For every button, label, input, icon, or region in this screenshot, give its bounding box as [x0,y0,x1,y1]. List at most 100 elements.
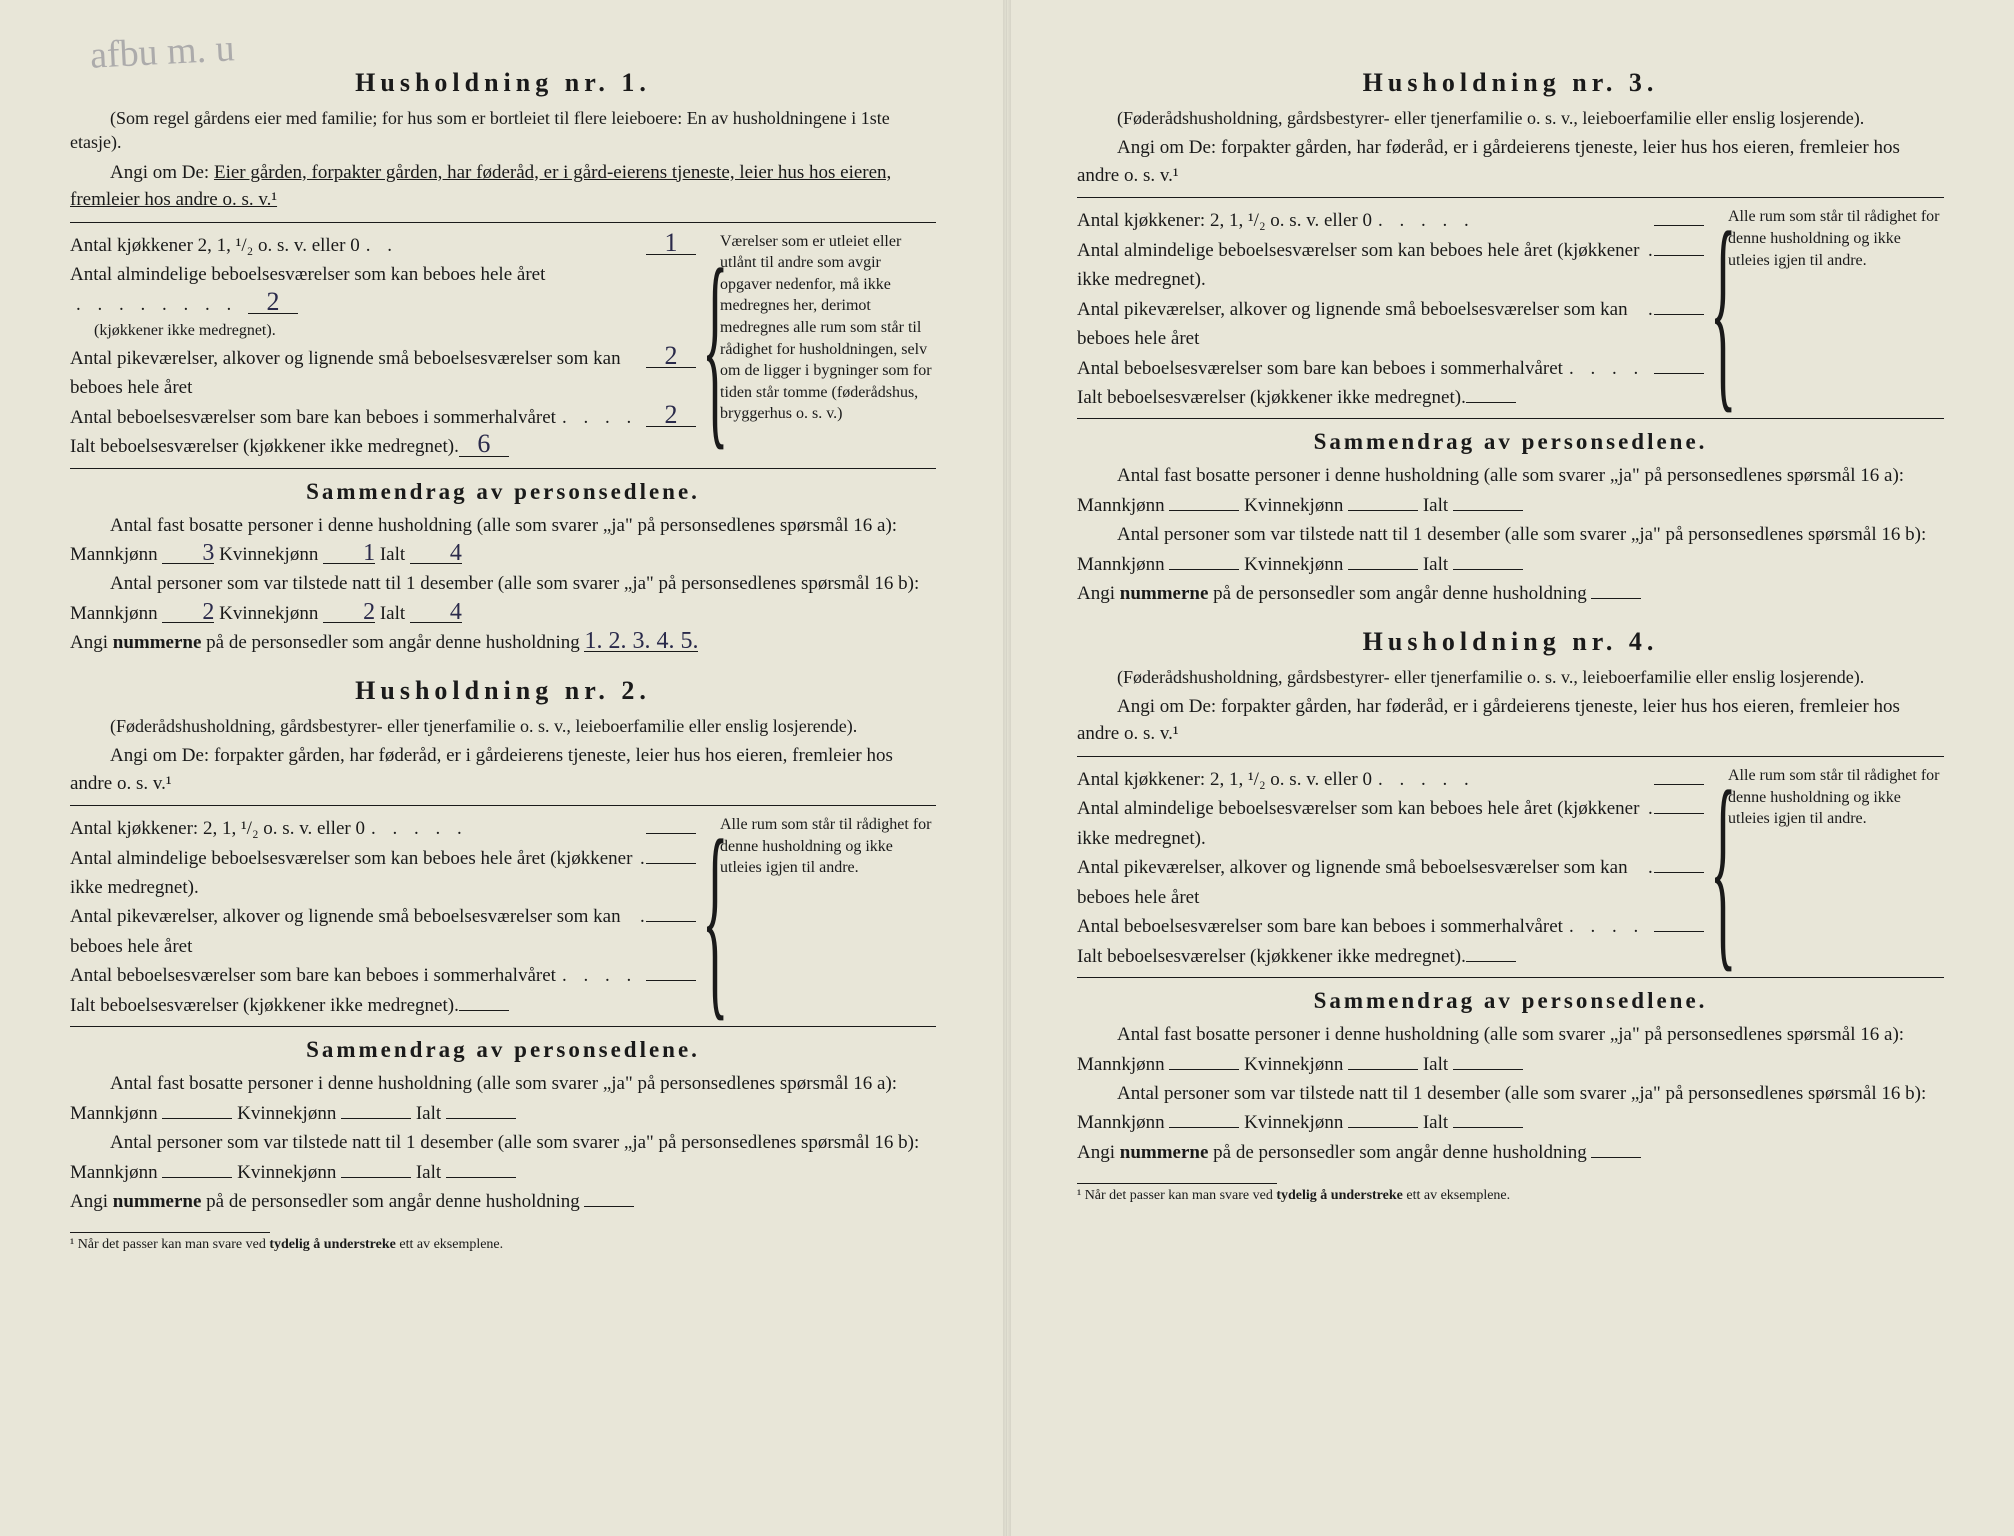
dots-leader: . . [360,231,646,260]
kitchens-line: Antal kjøkkener 2, 1, ¹/₂ o. s. v. eller… [70,231,696,260]
ialt-a-value [1453,510,1523,511]
numbers-value [1591,598,1641,599]
summary-3-numbers: Angi nummerne på de personsedler som ang… [1077,579,1944,608]
kvinne-b-value [1348,1127,1418,1128]
summary-text-b: Antal personer som var tilstede natt til… [1077,524,1926,574]
side-note-text: Alle rum som står til rådighet for denne… [1728,767,1940,827]
kitchens-line: Antal kjøkkener: 2, 1, ¹/₂ o. s. v. elle… [70,814,696,843]
total-rooms-line: Ialt beboelsesværelser (kjøkkener ikke m… [70,432,696,461]
total-rooms-line: Ialt beboelsesværelser (kjøkkener ikke m… [1077,942,1704,971]
maid-rooms-line: Antal pikeværelser, alkover og lignende … [70,902,696,961]
household-4-title: Husholdning nr. 4. [1077,627,1944,657]
kitchens-label: Antal kjøkkener: 2, 1, ¹/₂ o. s. v. elle… [1077,765,1372,794]
kvinne-label: Kvinnekjønn [1244,554,1343,575]
summary-text-a: Antal fast bosatte personer i denne hush… [1077,1024,1904,1074]
dots-leader: . . . . . . . [556,403,646,432]
footnote-rule [70,1232,270,1233]
ordinary-rooms-line: Antal almindelige beboelsesværelser som … [1077,236,1704,295]
kitchens-line: Antal kjøkkener: 2, 1, ¹/₂ o. s. v. elle… [1077,765,1704,794]
rooms-left-column: Antal kjøkkener: 2, 1, ¹/₂ o. s. v. elle… [70,814,696,1020]
dots-leader: . . . . . . . . . . . . . . . . [1563,354,1654,383]
total-rooms-line: Ialt beboelsesværelser (kjøkkener ikke m… [70,991,696,1020]
ialt-b-value: 4 [410,603,462,623]
mann-a-value [1169,510,1239,511]
numbers-value [1591,1157,1641,1158]
footnote-right: ¹ Når det passer kan man svare ved tydel… [1077,1179,1944,1204]
summary-4-line-b: Antal personer som var tilstede natt til… [1077,1079,1944,1138]
kvinne-b-value [341,1177,411,1178]
kitchens-value [1654,225,1704,226]
kvinne-label: Kvinnekjønn [1244,1112,1343,1133]
prompt-lead: Angi om De: [110,162,209,183]
dots-leader: . . . . . . . . . . . . . . . . [556,961,646,990]
summary-1-line-b: Antal personer som var tilstede natt til… [70,569,936,628]
ialt-label: Ialt [416,1103,441,1124]
household-3-note: (Føderådshusholdning, gårdsbestyrer- ell… [1077,106,1944,130]
dots-leader: . . . . . [365,814,646,843]
kvinne-a-value [341,1118,411,1119]
summer-value: 2 [646,403,696,427]
ordinary-subnote: (kjøkkener ikke medregnet). [70,319,696,344]
household-1-prompt: Angi om De: Eier gården, forpakter gårde… [70,159,936,214]
ialt-label: Ialt [1423,554,1448,575]
summary-1-line-a: Antal fast bosatte personer i denne hush… [70,511,936,570]
kvinne-b-value [1348,569,1418,570]
divider [1077,756,1944,757]
maid-label: Antal pikeværelser, alkover og lignende … [1077,853,1642,912]
ordinary-value [1654,255,1704,256]
prompt-lead: Angi om De: [1117,137,1216,158]
household-1-title: Husholdning nr. 1. [70,68,936,98]
summer-label: Antal beboelsesværelser som bare kan beb… [70,961,556,990]
brace-icon: { [702,814,728,1020]
divider [1077,418,1944,419]
total-rooms-line: Ialt beboelsesværelser (kjøkkener ikke m… [1077,383,1704,412]
ordinary-rooms-line: Antal almindelige beboelsesværelser som … [70,260,696,344]
mann-b-value [1169,1127,1239,1128]
ordinary-value [1654,813,1704,814]
numbers-label: Angi nummerne på de personsedler som ang… [70,632,580,653]
footnote-rule [1077,1183,1277,1184]
summary-2-line-b: Antal personer som var tilstede natt til… [70,1128,936,1187]
ialt-label: Ialt [380,544,405,565]
summer-rooms-line: Antal beboelsesværelser som bare kan beb… [70,961,696,990]
maid-label: Antal pikeværelser, alkover og lignende … [1077,295,1642,354]
ordinary-label: Antal almindelige beboelsesværelser som … [1077,236,1642,295]
brace-icon: { [702,231,728,462]
divider [1077,197,1944,198]
handwritten-margin-note: afbu m. u [89,26,236,78]
kvinne-b-value: 2 [323,603,375,623]
ialt-b-value [1453,1127,1523,1128]
numbers-label: Angi nummerne på de personsedler som ang… [1077,1142,1587,1163]
summary-3-heading: Sammendrag av personsedlene. [1077,429,1944,455]
kvinne-a-value: 1 [323,544,375,564]
household-2-rooms: Antal kjøkkener: 2, 1, ¹/₂ o. s. v. elle… [70,814,936,1020]
household-3-rooms: Antal kjøkkener: 2, 1, ¹/₂ o. s. v. elle… [1077,206,1944,412]
ialt-label: Ialt [416,1162,441,1183]
mann-b-value [162,1177,232,1178]
ordinary-label: Antal almindelige beboelsesværelser som … [70,264,545,285]
kvinne-label: Kvinnekjønn [1244,1054,1343,1075]
rooms-side-note: { Alle rum som står til rådighet for den… [1714,765,1944,971]
numbers-value [584,1206,634,1207]
total-value [1466,961,1516,962]
kitchens-label: Antal kjøkkener 2, 1, ¹/₂ o. s. v. eller… [70,231,360,260]
dots-leader: . . . . . . . [634,844,646,873]
total-value: 6 [459,432,509,456]
ordinary-rooms-line: Antal almindelige beboelsesværelser som … [70,844,696,903]
footnote-text: ¹ Når det passer kan man svare ved tydel… [1077,1188,1510,1203]
footnote-text: ¹ Når det passer kan man svare ved tydel… [70,1237,503,1252]
prompt-lead: Angi om De: [1117,696,1216,717]
household-1-rooms: Antal kjøkkener 2, 1, ¹/₂ o. s. v. eller… [70,231,936,462]
maid-value [646,921,696,922]
total-value [1466,402,1516,403]
kvinne-label: Kvinnekjønn [219,544,318,565]
kvinne-label: Kvinnekjønn [237,1103,336,1124]
rooms-side-note: { Alle rum som står til rådighet for den… [706,814,936,1020]
summer-rooms-line: Antal beboelsesværelser som bare kan beb… [1077,354,1704,383]
dots-leader: . . . . . [1372,206,1654,235]
maid-value [1654,872,1704,873]
summary-2-numbers: Angi nummerne på de personsedler som ang… [70,1187,936,1216]
kitchens-label: Antal kjøkkener: 2, 1, ¹/₂ o. s. v. elle… [70,814,365,843]
dots-leader: . . . . . . . [1642,295,1654,324]
divider [70,805,936,806]
